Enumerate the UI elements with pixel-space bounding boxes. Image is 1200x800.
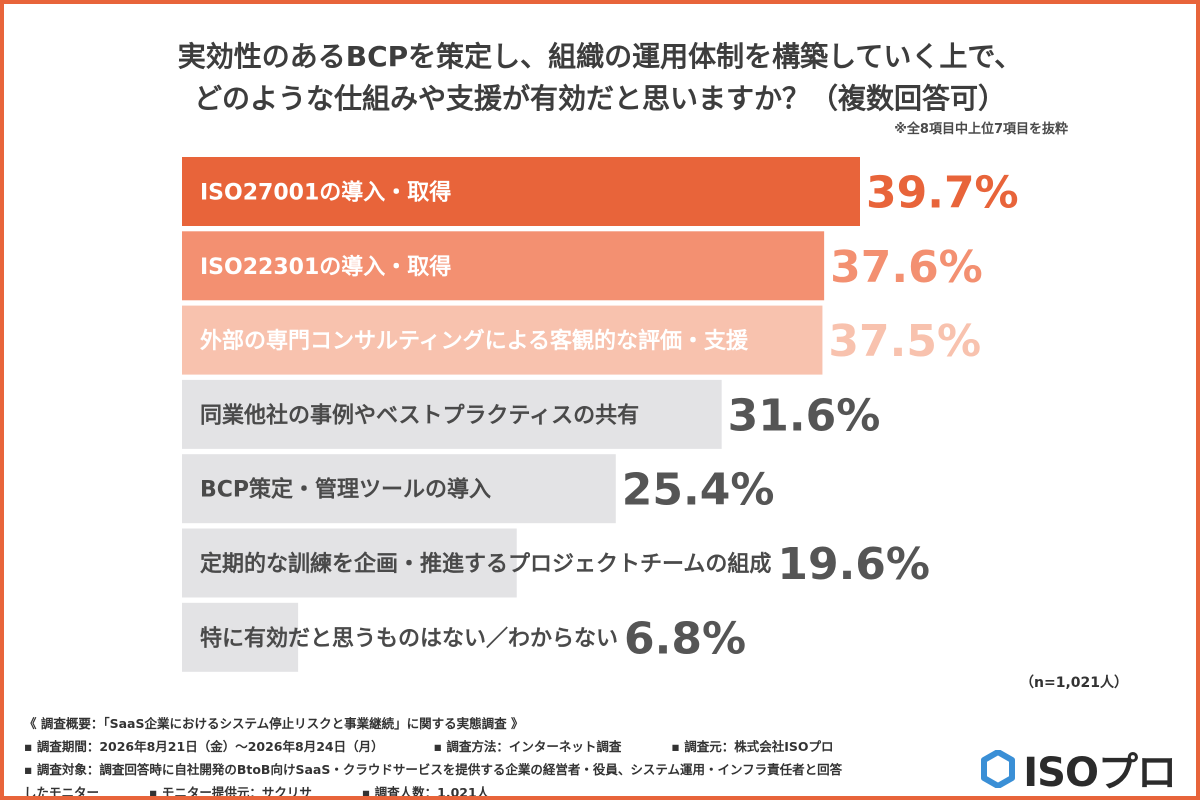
bar-7	[182, 602, 299, 672]
survey-target: ▪ 調査対象：調査回答時に自社開発のBtoB向けSaaS・クラウドサービスを提供…	[24, 762, 843, 777]
category-label-5: BCP策定・管理ツールの導入	[200, 477, 491, 503]
category-label-2: ISO22301の導入・取得	[200, 254, 451, 280]
monitor-provider: ▪ モニター提供元：サクリサ	[149, 785, 312, 800]
survey-overview: 《 調査概要：「SaaS企業におけるシステム停止リスクと事業継続」に関する実態調…	[24, 712, 984, 800]
hexagon-logo-icon	[981, 750, 1016, 788]
title-line-2: どのような仕組みや支援が有効だと思いますか？（複数回答可）	[193, 82, 1006, 115]
overview-heading: 《 調査概要：「SaaS企業におけるシステム停止リスクと事業継続」に関する実態調…	[24, 716, 524, 731]
value-label-5: 25.4%	[622, 465, 775, 516]
bar-5	[182, 454, 616, 524]
survey-period: ▪ 調査期間：2026年8月21日（金）〜2026年8月24日（月）	[24, 739, 384, 754]
chart-title: 実効性のあるBCPを策定し、組織の運用体制を構築していく上で、 どのような仕組み…	[4, 36, 1196, 120]
selection-note: ※全8項目中上位7項目を抜粋	[894, 122, 1068, 137]
overview-row-3: したモニター ▪ モニター提供元：サクリサ ▪ 調査人数：1,021人	[24, 781, 984, 800]
category-label-7: 特に有効だと思うものはない／わからない	[200, 625, 618, 651]
category-label-3: 外部の専門コンサルティングによる客観的な評価・支援	[200, 328, 749, 354]
value-label-7: 6.8%	[624, 613, 746, 664]
bar-4	[182, 379, 722, 449]
survey-source: ▪ 調査元：株式会社ISOプロ	[671, 739, 834, 754]
bar-2	[182, 231, 825, 301]
survey-target-cont: したモニター	[24, 785, 100, 800]
value-label-1: 39.7%	[866, 168, 1019, 219]
value-label-3: 37.5%	[828, 316, 981, 367]
isopro-logo: ISOプロ	[981, 740, 1177, 796]
bar-1	[182, 157, 860, 226]
category-label-6: 定期的な訓練を企画・推進するプロジェクトチームの組成	[200, 551, 771, 577]
value-label-2: 37.6%	[830, 242, 983, 293]
value-label-6: 19.6%	[777, 539, 930, 590]
survey-method: ▪ 調査方法：インターネット調査	[433, 739, 622, 754]
overview-row-1: ▪ 調査期間：2026年8月21日（金）〜2026年8月24日（月） ▪ 調査方法…	[24, 735, 984, 758]
category-label-1: ISO27001の導入・取得	[200, 180, 451, 206]
category-label-4: 同業他社の事例やベストプラクティスの共有	[200, 402, 639, 428]
bar-3	[182, 305, 823, 375]
bar-6	[182, 528, 517, 598]
bar-chart: ISO27001の導入・取得 39.7% ISO22301の導入・取得 37.6% 外部…	[182, 157, 1019, 672]
title-line-1: 実効性のあるBCPを策定し、組織の運用体制を構築していく上で、	[177, 40, 1023, 73]
logo-text: ISOプロ	[1023, 750, 1177, 796]
respondent-count: ▪ 調査人数：1,021人	[361, 785, 490, 800]
value-label-4: 31.6%	[728, 390, 881, 441]
sample-size-label: （n=1,021人）	[1020, 675, 1128, 691]
